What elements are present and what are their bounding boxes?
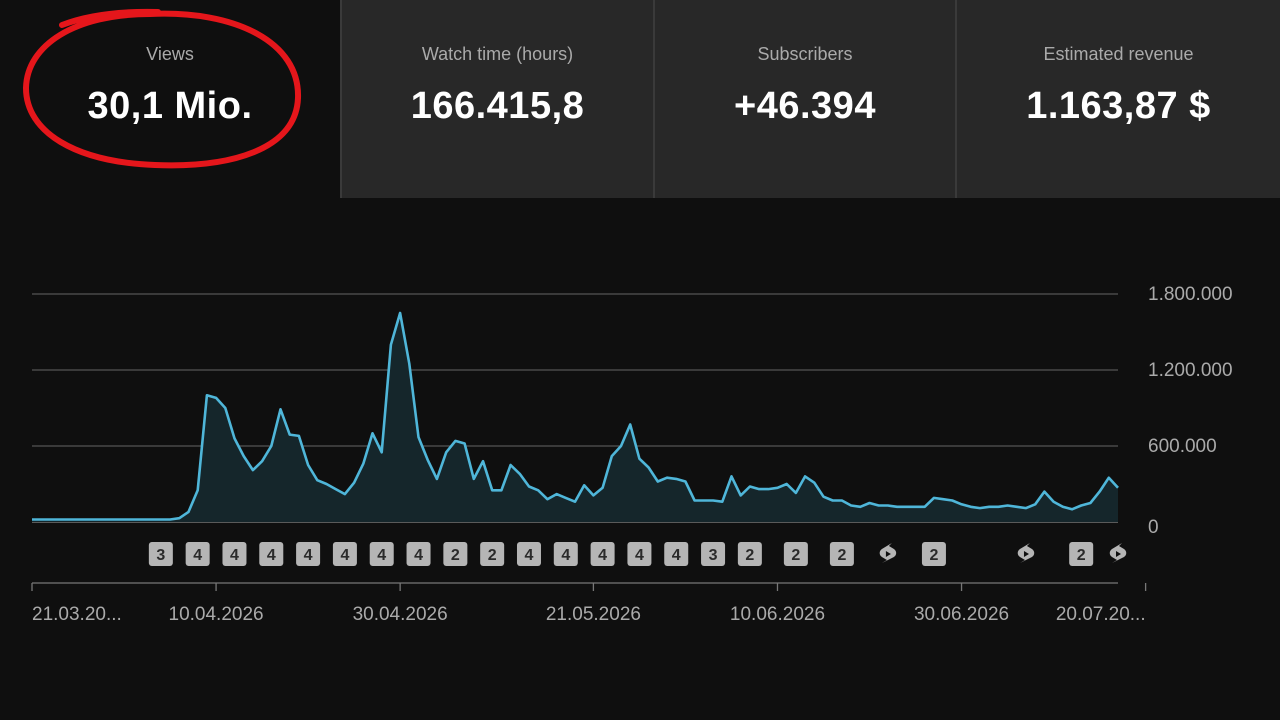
upload-badges: 3 4 4 4 4 4 4 4 2 2 4 4 4 4 4 3 2 2 2 2 2 (148, 542, 1127, 566)
y-axis-ticks: 0 600.000 1.200.000 1.800.000 (1148, 284, 1233, 538)
card-divider (955, 0, 957, 198)
upload-badge (627, 542, 652, 566)
upload-badge (148, 542, 173, 566)
metric-cards: Views 30,1 Mio. Watch time (hours) 166.4… (0, 0, 1280, 198)
shorts-icon (1017, 543, 1035, 563)
upload-badge-count: 3 (709, 547, 718, 564)
upload-badge-count: 4 (672, 547, 681, 564)
subscribers-label: Subscribers (757, 44, 853, 64)
card-divider (653, 0, 655, 198)
upload-badge-count: 4 (304, 547, 313, 564)
y-tick-label: 600.000 (1148, 436, 1217, 457)
upload-badge (921, 542, 946, 566)
subscribers-card[interactable]: Subscribers +46.394 (655, 0, 955, 198)
views-label: Views (146, 44, 194, 64)
upload-badge-count: 2 (791, 547, 800, 564)
upload-badge-count: 2 (837, 547, 846, 564)
upload-badge (829, 542, 854, 566)
y-tick-label: 1.800.000 (1148, 284, 1233, 305)
views-line (32, 311, 1119, 521)
x-tick-label: 30.04.2026 (353, 604, 448, 625)
upload-badge (590, 542, 615, 566)
shorts-icon (1109, 543, 1127, 563)
upload-badge (406, 542, 431, 566)
x-tick-label: 21.05.2026 (546, 604, 641, 625)
card-divider (340, 0, 342, 198)
upload-badge-count: 4 (635, 547, 644, 564)
upload-badge (222, 542, 247, 566)
upload-badge (737, 542, 762, 566)
upload-badge-count: 4 (267, 547, 276, 564)
y-tick-label: 1.200.000 (1148, 360, 1233, 381)
upload-badge-count: 2 (488, 547, 497, 564)
views-value: 30,1 Mio. (87, 85, 253, 127)
upload-badge-count: 3 (156, 547, 165, 564)
views-chart-svg: 0 600.000 1.200.000 1.800.000 3 4 4 4 4 4 4 4 2 2 4 4 4… (31, 284, 1233, 625)
x-tick-label: 30.06.2026 (914, 604, 1009, 625)
x-tick-label: 20.07.20... (1056, 604, 1146, 625)
upload-badge-count: 4 (193, 547, 202, 564)
upload-badge-count: 4 (561, 547, 570, 564)
y-tick-label: 0 (1148, 517, 1159, 538)
upload-badge-count: 2 (929, 547, 938, 564)
upload-badge (664, 542, 689, 566)
subscribers-value: +46.394 (734, 85, 876, 127)
chart-area (32, 311, 1119, 522)
views-area-fill (32, 313, 1118, 522)
watch-time-value: 166.415,8 (410, 85, 585, 127)
upload-badge (332, 542, 357, 566)
views-chart: 0 600.000 1.200.000 1.800.000 3 4 4 4 4 4 4 4 2 2 4 4 4… (0, 210, 1280, 720)
revenue-value: 1.163,87 $ (1026, 85, 1211, 127)
upload-badge (516, 542, 541, 566)
upload-badge (443, 542, 468, 566)
views-card[interactable]: Views 30,1 Mio. (0, 0, 340, 198)
upload-badge (1069, 542, 1094, 566)
upload-badge-count: 2 (745, 547, 754, 564)
x-axis-ticks: 21.03.20... 10.04.2026 30.04.2026 21.05.202… (31, 582, 1147, 625)
upload-badge (783, 542, 808, 566)
upload-badge-count: 2 (451, 547, 460, 564)
chart-grid (32, 293, 1118, 523)
upload-badge-count: 4 (525, 547, 534, 564)
shorts-play-glyph (885, 551, 891, 557)
upload-badge (553, 542, 578, 566)
upload-badge-count: 4 (230, 547, 239, 564)
x-tick-label: 10.06.2026 (730, 604, 825, 625)
upload-badge (701, 542, 726, 566)
upload-badge-count: 4 (414, 547, 423, 564)
x-tick-label: 21.03.20... (32, 604, 122, 625)
revenue-label: Estimated revenue (1043, 44, 1194, 64)
upload-badge (369, 542, 394, 566)
upload-badge (480, 542, 505, 566)
shorts-play-glyph (1116, 551, 1121, 557)
upload-badge (185, 542, 210, 566)
upload-badge-count: 4 (340, 547, 349, 564)
upload-badge (259, 542, 284, 566)
shorts-play-glyph (1023, 551, 1029, 557)
watch-time-card[interactable]: Watch time (hours) 166.415,8 (342, 0, 653, 198)
revenue-card[interactable]: Estimated revenue 1.163,87 $ (957, 0, 1280, 198)
upload-badge-count: 2 (1077, 547, 1086, 564)
upload-badge (296, 542, 321, 566)
x-tick-label: 10.04.2026 (169, 604, 264, 625)
watch-time-label: Watch time (hours) (421, 44, 574, 64)
upload-badge-count: 4 (377, 547, 386, 564)
shorts-icon (879, 543, 897, 563)
upload-badge-count: 4 (598, 547, 607, 564)
